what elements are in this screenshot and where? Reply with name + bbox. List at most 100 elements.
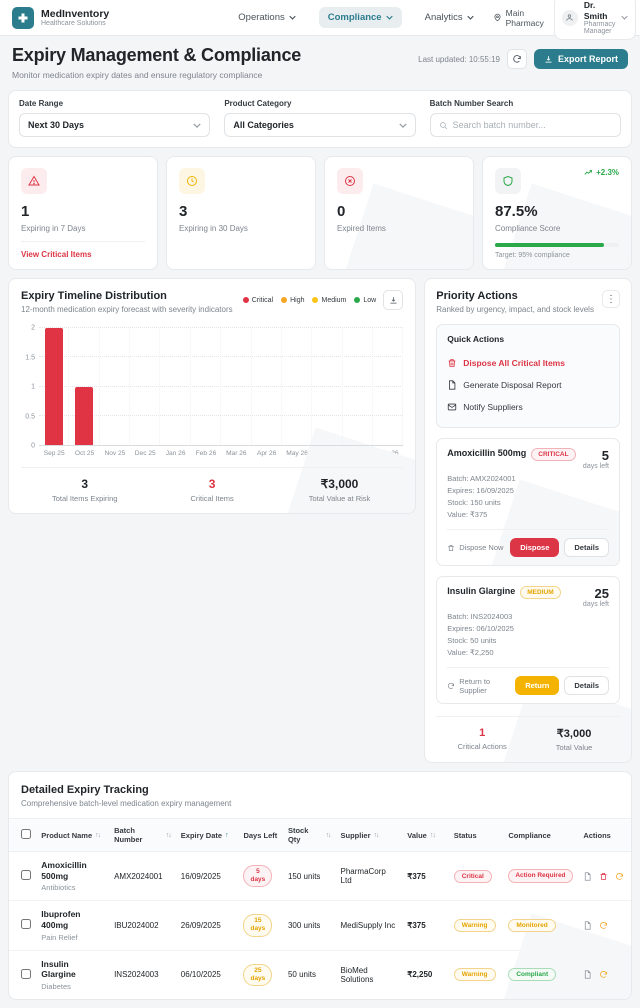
notify-suppliers-action[interactable]: Notify Suppliers <box>447 396 609 418</box>
nav-analytics[interactable]: Analytics <box>416 7 483 28</box>
refresh-icon <box>512 54 522 64</box>
category-select[interactable]: All Categories <box>224 113 416 137</box>
chevron-down-icon <box>621 15 629 20</box>
product-category: Pain Relief <box>41 932 78 942</box>
days-left-label: days left <box>582 463 609 470</box>
brand-logo-icon <box>12 6 34 29</box>
view-critical-items-link[interactable]: View Critical Items <box>21 241 145 259</box>
y-tick-label: 1.5 <box>25 354 35 361</box>
severity-badge: MEDIUM <box>520 586 561 599</box>
batch-search-input[interactable] <box>452 120 612 130</box>
x-tick-label: Aug 26 <box>377 450 399 457</box>
user-role: Pharmacy Manager <box>583 20 616 35</box>
shield-icon <box>495 168 521 194</box>
chart-plot <box>39 327 404 446</box>
sort-asc-icon[interactable]: ↑ <box>225 831 228 839</box>
chart-x-axis: Sep 25 Oct 25 Nov 25 Dec 25 Jan 26 Feb 26 Mar … <box>39 450 403 457</box>
compliance-badge: Compliant <box>508 968 557 982</box>
critical-items-total: 3 Critical Items <box>190 477 234 503</box>
stat-value: 0 <box>337 203 346 220</box>
expiry-timeline-panel: Expiry Timeline Distribution 12-month me… <box>8 278 417 514</box>
date-range-label: Date Range <box>19 99 64 108</box>
chart-subtitle: 12-month medication expiry forecast with… <box>21 305 233 314</box>
table-row-amoxicillin: Amoxicillin 500mg Antibiotics AMX2024001 … <box>9 851 631 902</box>
legend-dot <box>354 297 361 303</box>
stock-qty: 50 units <box>287 970 316 980</box>
user-name: Dr. Smith <box>583 0 608 21</box>
user-menu[interactable]: Dr. Smith Pharmacy Manager <box>553 0 637 40</box>
generate-disposal-report-action[interactable]: Generate Disposal Report <box>447 374 609 396</box>
dispose-button[interactable]: Dispose <box>510 538 560 557</box>
x-tick-label: Jan 26 <box>165 450 186 457</box>
total-value-at-risk: ₹3,000 Total Value at Risk <box>308 477 371 503</box>
details-button[interactable]: Details <box>564 538 609 557</box>
priority-item-amoxicillin: Amoxicillin 500mg CRITICAL 5 days left B… <box>436 438 620 566</box>
row-checkbox[interactable] <box>21 919 31 930</box>
x-tick-label: Dec 25 <box>134 450 156 457</box>
sort-icon[interactable]: ↑↓ <box>429 831 436 839</box>
row-checkbox[interactable] <box>21 870 31 881</box>
x-tick-label: Feb 26 <box>195 450 217 457</box>
sort-icon[interactable]: ↑↓ <box>95 831 101 839</box>
legend-dot <box>281 297 288 303</box>
select-all-checkbox[interactable] <box>21 829 31 839</box>
chevron-down-icon <box>466 15 474 20</box>
legend-dot <box>242 297 249 303</box>
priority-title: Priority Actions <box>436 290 518 302</box>
critical-actions-total: 1 Critical Actions <box>457 727 507 751</box>
return-button[interactable]: Return <box>515 676 560 695</box>
stat-label: Expired Items <box>337 224 386 233</box>
nav-operations[interactable]: Operations <box>229 7 304 28</box>
document-icon[interactable] <box>583 970 592 979</box>
chart-y-axis: 0 0.5 1 1.5 2 <box>21 324 39 450</box>
brand-tagline: Healthcare Solutions <box>41 20 106 28</box>
date-range-select[interactable]: Next 30 Days <box>19 113 211 137</box>
chart-title: Expiry Timeline Distribution <box>21 290 167 302</box>
return-to-supplier-hint: Return to Supplier <box>447 677 515 695</box>
sort-icon[interactable]: ↑↓ <box>373 831 380 839</box>
chart-download-button[interactable] <box>383 290 404 310</box>
stat-value: 1 <box>21 203 30 220</box>
batch-number: IBU2024002 <box>109 900 176 951</box>
chevron-down-icon <box>289 15 296 20</box>
stat-label: Expiring in 30 Days <box>179 224 248 233</box>
details-button[interactable]: Details <box>564 676 609 695</box>
bar-slot <box>221 328 252 445</box>
product-name: Amoxicillin 500mg <box>41 860 87 881</box>
category-label: Product Category <box>224 99 292 108</box>
supplier: MediSupply Inc <box>335 900 403 951</box>
chart-legend: Critical High Medium Low <box>242 297 376 304</box>
sort-icon[interactable]: ↑↓ <box>165 831 172 839</box>
y-tick-label: 2 <box>31 324 35 332</box>
table-row-ibuprofen: Ibuprofen 400mg Pain Relief IBU2024002 26… <box>9 900 631 951</box>
value: ₹375 <box>402 851 449 902</box>
return-icon <box>447 682 455 690</box>
export-report-button[interactable]: Export Report <box>533 49 628 69</box>
return-icon[interactable] <box>599 970 608 979</box>
trash-icon[interactable] <box>599 872 608 881</box>
return-icon[interactable] <box>615 872 624 881</box>
expiry-date: 26/09/2025 <box>175 900 239 951</box>
chevron-down-icon <box>193 122 201 128</box>
stat-label: Compliance Score <box>495 224 561 233</box>
warning-triangle-icon <box>21 168 47 194</box>
table-header-row: Product Name ↑↓ Batch Number ↑↓ Expiry Dat… <box>9 818 631 852</box>
refresh-button[interactable] <box>506 49 527 69</box>
return-icon[interactable] <box>599 921 608 930</box>
x-tick-label: Jul 26 <box>348 450 367 457</box>
legend-medium: Medium <box>312 297 346 304</box>
row-checkbox[interactable] <box>21 968 31 979</box>
bar-slot <box>282 328 313 445</box>
sort-icon[interactable]: ↑↓ <box>325 831 332 839</box>
value: ₹2,250 <box>407 970 433 980</box>
document-icon[interactable] <box>583 921 592 930</box>
status-badge: Warning <box>453 918 496 932</box>
nav-compliance[interactable]: Compliance <box>318 7 402 28</box>
detailed-expiry-tracking-panel: Detailed Expiry Tracking Comprehensive b… <box>8 771 632 1000</box>
document-icon[interactable] <box>583 872 592 881</box>
bar-slot <box>191 328 222 445</box>
dispose-all-critical-action[interactable]: Dispose All Critical Items <box>447 352 609 374</box>
compliance-trend: +2.3% <box>584 168 619 177</box>
stat-label: Expiring in 7 Days <box>21 224 86 233</box>
priority-menu-button[interactable]: ⋮ <box>602 290 620 308</box>
